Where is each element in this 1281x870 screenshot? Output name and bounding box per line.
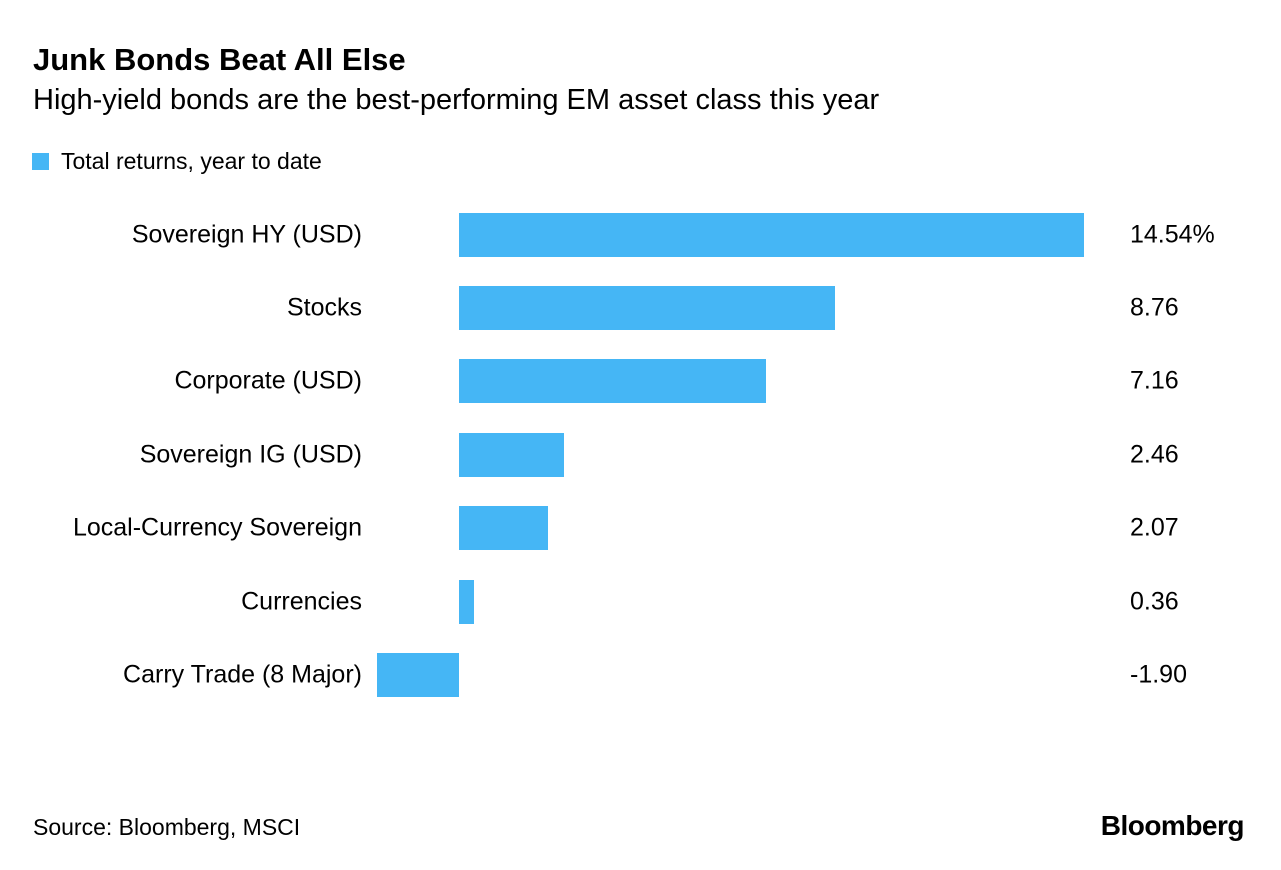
category-label: Currencies [241,587,362,616]
chart-subtitle: High-yield bonds are the best-performing… [33,84,880,116]
bar [458,286,836,331]
bar [458,359,767,404]
chart-row: Corporate (USD) 7.16 [0,345,1281,418]
bar [458,506,548,551]
bar [458,212,1084,257]
category-label: Sovereign HY (USD) [131,220,362,249]
bar [458,579,475,624]
legend: Total returns, year to date [32,148,322,175]
category-label: Corporate (USD) [174,366,362,395]
category-label: Local-Currency Sovereign [72,513,362,542]
value-label: 0.36 [1130,587,1179,616]
legend-swatch-icon [32,153,49,170]
chart-row: Currencies 0.36 [0,565,1281,638]
value-label: 14.54% [1130,220,1215,249]
category-label: Sovereign IG (USD) [139,440,362,469]
value-label: 7.16 [1130,366,1179,395]
chart-row: Carry Trade (8 Major) -1.90 [0,638,1281,711]
bar-chart: Sovereign HY (USD) 14.54% Stocks 8.76 Co… [0,198,1281,712]
bar [377,653,459,698]
chart-row: Stocks 8.76 [0,271,1281,344]
value-label: 2.46 [1130,440,1179,469]
chart-row: Sovereign IG (USD) 2.46 [0,418,1281,491]
chart-row: Local-Currency Sovereign 2.07 [0,492,1281,565]
bar [458,432,565,477]
bloomberg-logo: Bloomberg [1100,810,1245,841]
chart-row: Sovereign HY (USD) 14.54% [0,198,1281,271]
source-note: Source: Bloomberg, MSCI [33,814,301,840]
value-label: 2.07 [1130,513,1179,542]
category-label: Carry Trade (8 Major) [123,660,362,689]
category-label: Stocks [286,293,362,322]
chart-title: Junk Bonds Beat All Else [33,42,406,77]
value-label: -1.90 [1130,660,1187,689]
value-label: 8.76 [1130,293,1179,322]
legend-label: Total returns, year to date [61,148,322,174]
